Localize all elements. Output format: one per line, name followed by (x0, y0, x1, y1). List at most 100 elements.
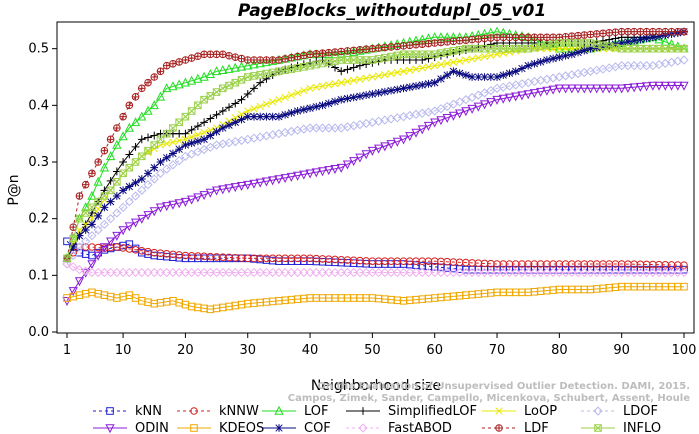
point-INFLO-23 (206, 92, 215, 100)
point-LDF-62 (449, 37, 458, 46)
point-ODIN-70 (498, 94, 508, 104)
point-LDOF-11 (130, 191, 141, 201)
point-FastABOD-5 (93, 267, 103, 278)
point-COF-62 (449, 67, 458, 76)
point-FastABOD-92 (635, 267, 645, 278)
point-COF-27 (231, 118, 240, 127)
point-ODIN-79 (554, 84, 564, 94)
y-tick-label-0: 0.0 (28, 325, 49, 340)
point-LDOF-41 (317, 123, 328, 133)
legend-marker-kNNW (190, 407, 198, 415)
point-LoOP-65 (468, 55, 476, 63)
point-INFLO-49 (368, 56, 377, 64)
legend-item-LDF: LDF (482, 421, 549, 434)
point-COF-5 (94, 211, 103, 220)
legend-item-FastABOD: FastABOD (346, 421, 452, 434)
point-LOF-95 (654, 34, 664, 44)
point-LDOF-8 (112, 208, 122, 218)
point-FastABOD-96 (660, 267, 670, 278)
point-FastABOD-54 (398, 267, 409, 278)
point-ODIN-67 (479, 100, 490, 110)
point-COF-29 (243, 112, 252, 121)
point-SimplifiedLOF-27 (231, 99, 240, 108)
point-LOF-19 (180, 77, 191, 87)
point-LDF-45 (343, 47, 352, 55)
point-FastABOD-69 (492, 267, 502, 278)
point-ODIN-95 (654, 81, 664, 91)
point-LDF-47 (356, 46, 364, 54)
point-ODIN-23 (205, 188, 215, 198)
point-LDF-93 (642, 27, 651, 36)
point-ODIN-76 (536, 87, 546, 97)
point-INFLO-99 (680, 44, 688, 53)
point-FastABOD-39 (305, 267, 315, 278)
point-kNN-4 (88, 251, 96, 260)
point-LDF-81 (568, 32, 576, 40)
point-COF-59 (430, 78, 439, 87)
legend-label-kNNW: kNNW (219, 404, 259, 419)
series-layer (62, 26, 689, 314)
legend-marker-LDOF (593, 406, 603, 416)
point-LDF-1 (69, 223, 78, 231)
y-tick-label-2: 0.2 (28, 212, 49, 227)
point-LDF-53 (393, 42, 402, 51)
legend-item-SimplifiedLOF: SimplifiedLOF (346, 404, 477, 419)
point-LDF-40 (312, 50, 321, 58)
point-LoOP-33 (269, 98, 277, 106)
legend-label-KDEOS: KDEOS (219, 421, 264, 434)
point-LDF-36 (287, 54, 296, 62)
point-COF-60 (437, 74, 445, 83)
point-COF-25 (218, 124, 227, 132)
point-FastABOD-45 (342, 267, 353, 278)
point-SimplifiedLOF-44 (337, 67, 346, 76)
legend-item-ODIN: ODIN (93, 421, 169, 434)
point-ODIN-40 (311, 168, 321, 178)
point-LDOF-5 (93, 225, 103, 235)
point-COF-9 (119, 186, 127, 195)
point-LDF-18 (175, 58, 183, 66)
point-LDF-26 (225, 52, 233, 60)
point-ODIN-89 (617, 84, 627, 94)
point-FastABOD-18 (174, 267, 184, 278)
series-LDF (63, 27, 688, 263)
point-LDOF-91 (629, 61, 639, 71)
series-kNN (63, 237, 688, 274)
point-LoOP-31 (256, 102, 264, 111)
point-INFLO-4 (88, 203, 96, 212)
point-LDF-44 (337, 47, 346, 56)
point-ODIN-31 (255, 178, 265, 188)
point-LDF-82 (574, 31, 582, 40)
point-FastABOD-0 (62, 259, 72, 269)
point-ODIN-8 (112, 231, 122, 241)
point-FastABOD-87 (604, 267, 614, 278)
point-ODIN-38 (299, 170, 309, 180)
point-COF-54 (399, 84, 408, 93)
point-COF-69 (493, 73, 501, 81)
point-FastABOD-10 (124, 267, 134, 278)
point-ODIN-47 (355, 153, 365, 163)
legend-marker-LOF (274, 405, 284, 415)
x-tick-label-4: 40 (302, 343, 319, 358)
point-LDOF-14 (149, 174, 159, 184)
point-KDEOS-99 (680, 282, 688, 291)
point-ODIN-61 (442, 114, 452, 123)
point-FastABOD-1 (68, 262, 78, 272)
point-FastABOD-74 (523, 267, 533, 278)
point-LoOP-22 (200, 128, 208, 137)
point-INFLO-26 (225, 81, 233, 90)
point-ODIN-45 (342, 160, 353, 170)
point-COF-49 (368, 90, 377, 98)
point-LDF-86 (599, 29, 607, 38)
point-LDF-60 (437, 38, 445, 47)
point-LDF-34 (275, 56, 283, 64)
point-COF-38 (299, 105, 308, 114)
point-FastABOD-68 (486, 267, 496, 278)
point-INFLO-21 (194, 101, 202, 110)
series-kNNW (63, 243, 688, 269)
point-LDF-16 (162, 61, 171, 70)
point-COF-78 (549, 54, 558, 63)
legend-item-LOF: LOF (262, 404, 329, 419)
point-COF-13 (144, 169, 152, 178)
point-LDF-65 (468, 35, 476, 44)
point-INFLO-9 (119, 169, 127, 178)
